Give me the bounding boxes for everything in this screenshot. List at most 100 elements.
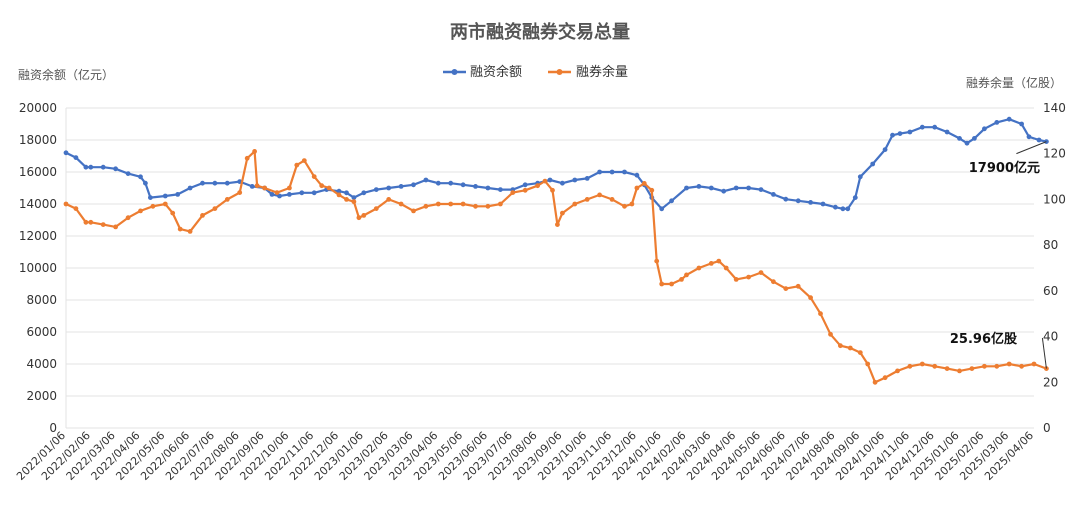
data-point (572, 201, 578, 207)
data-point (187, 185, 193, 191)
data-point (609, 169, 615, 175)
right-tick-label: 80 (1043, 238, 1058, 252)
data-point (609, 197, 615, 202)
data-point (88, 164, 94, 170)
data-point (820, 201, 826, 207)
data-point (262, 185, 267, 191)
data-point (872, 379, 878, 385)
data-point (361, 190, 367, 196)
right-tick-label: 100 (1043, 192, 1066, 206)
gridlines (65, 107, 1034, 429)
data-point (277, 193, 282, 199)
data-point (187, 229, 193, 234)
data-point (907, 363, 913, 369)
data-point (143, 180, 148, 186)
left-tick-label: 6000 (26, 325, 57, 339)
data-point (351, 199, 357, 205)
data-point (919, 124, 925, 130)
series-securities (63, 149, 1049, 385)
data-point (244, 155, 250, 161)
right-axis-label: 融券余量（亿股） (966, 75, 1062, 90)
left-tick-label: 20000 (19, 101, 57, 115)
data-point (473, 203, 478, 209)
data-point (138, 208, 143, 214)
left-tick-label: 0 (49, 421, 57, 435)
data-point (311, 174, 317, 180)
securities-end-annotation: 25.96亿股 (950, 331, 1017, 347)
data-point (1006, 361, 1012, 367)
data-point (326, 185, 332, 191)
right-tick-label: 0 (1043, 421, 1051, 435)
data-point (895, 368, 900, 374)
legend: 融资余额 融券余量 (443, 64, 628, 80)
data-point (808, 295, 813, 301)
data-point (696, 265, 702, 271)
data-point (716, 258, 722, 264)
data-point (982, 363, 987, 369)
data-point (634, 172, 640, 178)
left-tick-label: 8000 (26, 293, 57, 307)
data-point (113, 224, 118, 230)
data-point (964, 140, 970, 146)
data-point (460, 201, 466, 207)
chart-title: 两市融资融券交易总量 (450, 21, 630, 43)
data-point (649, 187, 655, 193)
data-point (828, 331, 833, 337)
data-point (783, 196, 789, 202)
data-point (865, 361, 871, 367)
data-point (795, 283, 801, 289)
data-point (398, 184, 404, 189)
data-point (845, 206, 851, 212)
data-point (641, 181, 647, 186)
data-point (423, 177, 429, 183)
data-point (882, 147, 888, 153)
data-point (1036, 137, 1042, 143)
data-point (170, 210, 176, 216)
data-point (584, 197, 590, 202)
securities-end-callout-line (1041, 337, 1047, 369)
data-point (771, 192, 776, 197)
legend-label-securities: 融券余量 (576, 64, 628, 80)
data-point (629, 201, 635, 207)
right-tick-label: 60 (1043, 284, 1058, 298)
right-tick-label: 20 (1043, 375, 1058, 389)
data-point (584, 176, 590, 181)
data-point (994, 120, 1000, 125)
data-point (162, 193, 168, 199)
data-point (125, 215, 131, 221)
data-point (919, 361, 925, 367)
data-point (200, 180, 205, 186)
data-point (622, 203, 627, 209)
data-point (448, 180, 454, 186)
data-point (224, 197, 230, 202)
financing-end-callout-line (1016, 141, 1047, 155)
data-point (252, 149, 257, 154)
data-point (301, 158, 307, 164)
data-point (373, 206, 379, 212)
data-point (336, 192, 342, 198)
right-tick-label: 40 (1043, 330, 1058, 344)
data-point (138, 174, 143, 180)
data-point (162, 201, 168, 207)
data-point (555, 222, 560, 228)
data-point (73, 206, 79, 212)
data-point (63, 150, 69, 156)
data-point (125, 171, 131, 177)
data-point (83, 164, 89, 170)
data-point (972, 136, 977, 141)
left-tick-label: 12000 (19, 229, 57, 243)
data-point (733, 277, 739, 282)
data-point (344, 197, 349, 202)
left-tick-label: 16000 (19, 165, 57, 179)
series-financing (63, 116, 1049, 212)
data-point (654, 258, 660, 264)
data-point (411, 182, 416, 188)
data-point (818, 311, 823, 317)
data-point (100, 164, 106, 170)
data-point (498, 187, 503, 193)
data-point (684, 185, 689, 191)
data-point (622, 169, 627, 175)
annotations: 17900亿元 25.96亿股 (950, 141, 1047, 369)
data-point (294, 162, 300, 168)
